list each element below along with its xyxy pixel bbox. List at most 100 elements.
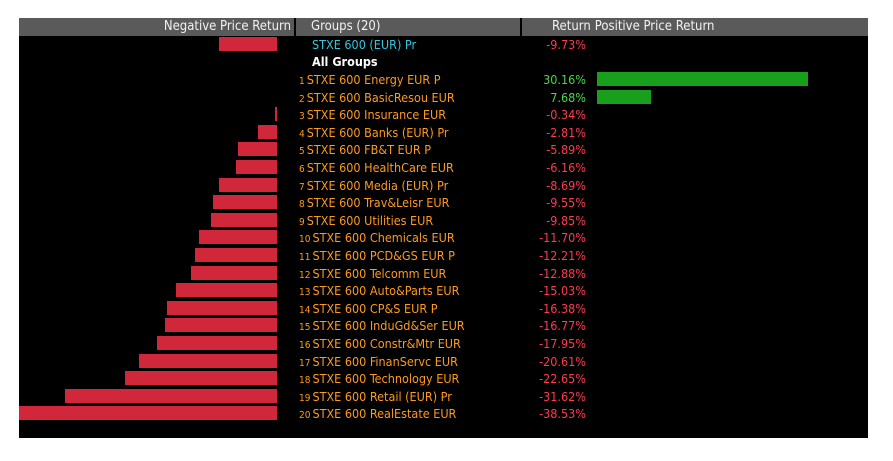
sector-label: 16 STXE 600 Constr&Mtr EUR <box>299 335 461 352</box>
sector-row[interactable]: 2 STXE 600 BasicResou EUR 7.68% <box>19 89 868 106</box>
sector-row[interactable]: 14 STXE 600 CP&S EUR P -16.38% <box>19 300 868 317</box>
sector-rank: 5 <box>299 146 305 157</box>
negative-return-bar <box>237 142 277 156</box>
sector-label: 17 STXE 600 FinanServc EUR <box>299 353 458 370</box>
sector-row[interactable]: 3 STXE 600 Insurance EUR -0.34% <box>19 106 868 123</box>
sector-label: 9 STXE 600 Utilities EUR <box>299 212 433 229</box>
sector-row[interactable]: 19 STXE 600 Retail (EUR) Pr -31.62% <box>19 388 868 405</box>
sector-label: 6 STXE 600 HealthCare EUR <box>299 159 454 176</box>
all-groups-row: All Groups <box>19 53 868 70</box>
index-return-bar <box>219 37 277 51</box>
sector-return-value: -38.53% <box>539 406 586 421</box>
sector-row[interactable]: 17 STXE 600 FinanServc EUR -20.61% <box>19 353 868 370</box>
sector-return-value: -2.81% <box>546 125 586 140</box>
sector-row[interactable]: 15 STXE 600 InduGd&Ser EUR -16.77% <box>19 317 868 334</box>
sector-row[interactable]: 12 STXE 600 Telcomm EUR -12.88% <box>19 265 868 282</box>
sector-label: 14 STXE 600 CP&S EUR P <box>299 300 438 317</box>
all-groups-label: All Groups <box>312 54 378 69</box>
sector-return-value: -9.85% <box>546 213 586 228</box>
sector-row[interactable]: 11 STXE 600 PCD&GS EUR P -12.21% <box>19 247 868 264</box>
sector-row[interactable]: 6 STXE 600 HealthCare EUR -6.16% <box>19 159 868 176</box>
sector-name: STXE 600 CP&S EUR P <box>312 301 438 316</box>
negative-return-bar <box>190 266 277 280</box>
sector-label: 12 STXE 600 Telcomm EUR <box>299 265 446 282</box>
sector-label: 3 STXE 600 Insurance EUR <box>299 106 446 123</box>
sector-label: 19 STXE 600 Retail (EUR) Pr <box>299 388 452 405</box>
sector-label: 10 STXE 600 Chemicals EUR <box>299 229 455 246</box>
sector-rank: 11 <box>299 252 311 263</box>
sector-return-value: -16.77% <box>539 318 586 333</box>
sector-rank: 15 <box>299 322 311 333</box>
sector-return-value: -16.38% <box>539 301 586 316</box>
sector-return-value: -31.62% <box>539 389 586 404</box>
sector-rank: 4 <box>299 129 305 140</box>
sector-rank: 3 <box>299 111 305 122</box>
negative-return-bar <box>156 336 277 350</box>
negative-return-bar <box>274 107 277 121</box>
positive-return-bar <box>597 72 808 86</box>
chart-panel: Negative Price Return Groups (20) Return… <box>19 18 868 438</box>
sector-name: STXE 600 PCD&GS EUR P <box>312 248 455 263</box>
negative-return-bar <box>258 125 277 139</box>
sector-return-value: -0.34% <box>546 107 586 122</box>
sector-rank: 6 <box>299 164 305 175</box>
sector-rank: 1 <box>299 76 305 87</box>
sector-row[interactable]: 7 STXE 600 Media (EUR) Pr -8.69% <box>19 177 868 194</box>
sector-label: 1 STXE 600 Energy EUR P <box>299 71 441 88</box>
sector-name: STXE 600 InduGd&Ser EUR <box>312 318 465 333</box>
index-row[interactable]: STXE 600 (EUR) Pr -9.73% <box>19 36 868 53</box>
sector-return-value: -15.03% <box>539 283 586 298</box>
sector-return-value: -9.55% <box>546 195 586 210</box>
sector-return-value: 30.16% <box>543 72 586 87</box>
sector-row[interactable]: 1 STXE 600 Energy EUR P 30.16% <box>19 71 868 88</box>
negative-return-bar <box>235 160 277 174</box>
sector-name: STXE 600 Retail (EUR) Pr <box>312 389 452 404</box>
sector-name: STXE 600 Insurance EUR <box>306 107 447 122</box>
sector-name: STXE 600 HealthCare EUR <box>306 160 454 175</box>
sector-name: STXE 600 FB&T EUR P <box>306 142 432 157</box>
sector-name: STXE 600 Auto&Parts EUR <box>312 283 460 298</box>
sector-row[interactable]: 4 STXE 600 Banks (EUR) Pr -2.81% <box>19 124 868 141</box>
sector-row[interactable]: 16 STXE 600 Constr&Mtr EUR -17.95% <box>19 335 868 352</box>
sector-label: 2 STXE 600 BasicResou EUR <box>299 89 455 106</box>
sector-row[interactable]: 8 STXE 600 Trav&Leisr EUR -9.55% <box>19 194 868 211</box>
groups-header[interactable]: Groups (20) <box>296 18 520 36</box>
sector-row[interactable]: 10 STXE 600 Chemicals EUR -11.70% <box>19 229 868 246</box>
sector-rank: 8 <box>299 199 305 210</box>
negative-return-bar <box>176 283 277 297</box>
negative-return-bar <box>19 406 277 420</box>
sector-row[interactable]: 9 STXE 600 Utilities EUR -9.85% <box>19 212 868 229</box>
sector-name: STXE 600 Constr&Mtr EUR <box>312 336 461 351</box>
sector-rank: 10 <box>299 234 311 245</box>
sector-row[interactable]: 20 STXE 600 RealEstate EUR -38.53% <box>19 405 868 422</box>
sector-name: STXE 600 Telcomm EUR <box>312 266 447 281</box>
sector-label: 7 STXE 600 Media (EUR) Pr <box>299 177 448 194</box>
negative-return-bar <box>211 213 277 227</box>
negative-return-bar <box>164 318 277 332</box>
sector-rank: 20 <box>299 410 311 421</box>
return-header: Return Positive Price Return <box>522 18 868 36</box>
sector-label: 11 STXE 600 PCD&GS EUR P <box>299 247 455 264</box>
negative-return-bar <box>213 195 277 209</box>
sector-row[interactable]: 18 STXE 600 Technology EUR -22.65% <box>19 370 868 387</box>
sector-row[interactable]: 13 STXE 600 Auto&Parts EUR -15.03% <box>19 282 868 299</box>
sector-rank: 18 <box>299 375 311 386</box>
negative-return-bar <box>218 178 277 192</box>
return-column-label: Return <box>552 19 591 34</box>
sector-name: STXE 600 Utilities EUR <box>306 213 434 228</box>
sector-label: 18 STXE 600 Technology EUR <box>299 370 459 387</box>
negative-return-bar <box>125 371 277 385</box>
sector-name: STXE 600 Trav&Leisr EUR <box>306 195 450 210</box>
negative-return-header: Negative Price Return <box>19 18 294 36</box>
sector-return-value: -12.88% <box>539 266 586 281</box>
sector-rank: 16 <box>299 340 311 351</box>
sector-row[interactable]: 5 STXE 600 FB&T EUR P -5.89% <box>19 141 868 158</box>
negative-return-bar <box>198 230 277 244</box>
negative-return-bar <box>138 354 277 368</box>
sector-return-value: 7.68% <box>550 90 586 105</box>
sector-name: STXE 600 Energy EUR P <box>306 72 441 87</box>
sector-name: STXE 600 BasicResou EUR <box>306 90 455 105</box>
sector-name: STXE 600 Banks (EUR) Pr <box>306 125 449 140</box>
sector-rank: 13 <box>299 287 311 298</box>
sector-label: 4 STXE 600 Banks (EUR) Pr <box>299 124 449 141</box>
